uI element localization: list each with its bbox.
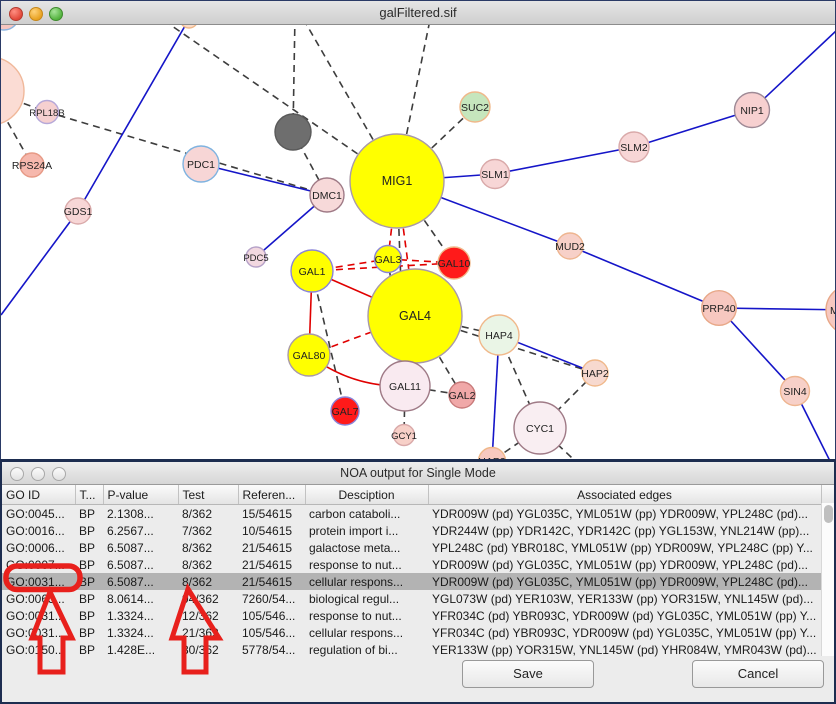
svg-text:GAL7: GAL7 xyxy=(332,406,359,418)
svg-text:SLM2: SLM2 xyxy=(620,142,648,154)
svg-text:GAL11: GAL11 xyxy=(389,381,421,393)
svg-text:GCY1: GCY1 xyxy=(391,431,417,442)
svg-text:RPL18B: RPL18B xyxy=(29,108,64,119)
svg-text:GAL80: GAL80 xyxy=(293,350,326,362)
svg-text:GAL4: GAL4 xyxy=(399,309,431,323)
svg-text:GAL10: GAL10 xyxy=(438,258,471,270)
svg-text:HAP2: HAP2 xyxy=(581,368,609,380)
svg-text:SLM1: SLM1 xyxy=(481,169,509,181)
svg-text:GAL2: GAL2 xyxy=(449,390,476,402)
svg-text:MUD2: MUD2 xyxy=(555,241,585,253)
svg-text:GDS1: GDS1 xyxy=(64,206,93,218)
svg-text:RPS24A: RPS24A xyxy=(12,160,52,172)
svg-text:MSI1: MSI1 xyxy=(830,305,836,317)
svg-text:DMC1: DMC1 xyxy=(312,190,342,202)
svg-text:MIG1: MIG1 xyxy=(382,174,413,188)
svg-text:PDC1: PDC1 xyxy=(187,159,215,171)
svg-text:PRP40: PRP40 xyxy=(702,303,735,315)
svg-text:GAL1: GAL1 xyxy=(299,266,326,278)
svg-text:CYC1: CYC1 xyxy=(526,423,554,435)
svg-text:SIN4: SIN4 xyxy=(783,386,807,398)
svg-text:PDC5: PDC5 xyxy=(243,253,268,264)
svg-text:HAP4: HAP4 xyxy=(485,330,513,342)
svg-text:NIP1: NIP1 xyxy=(740,105,764,117)
svg-text:SUC2: SUC2 xyxy=(461,102,489,114)
svg-text:GAL3: GAL3 xyxy=(375,254,402,266)
